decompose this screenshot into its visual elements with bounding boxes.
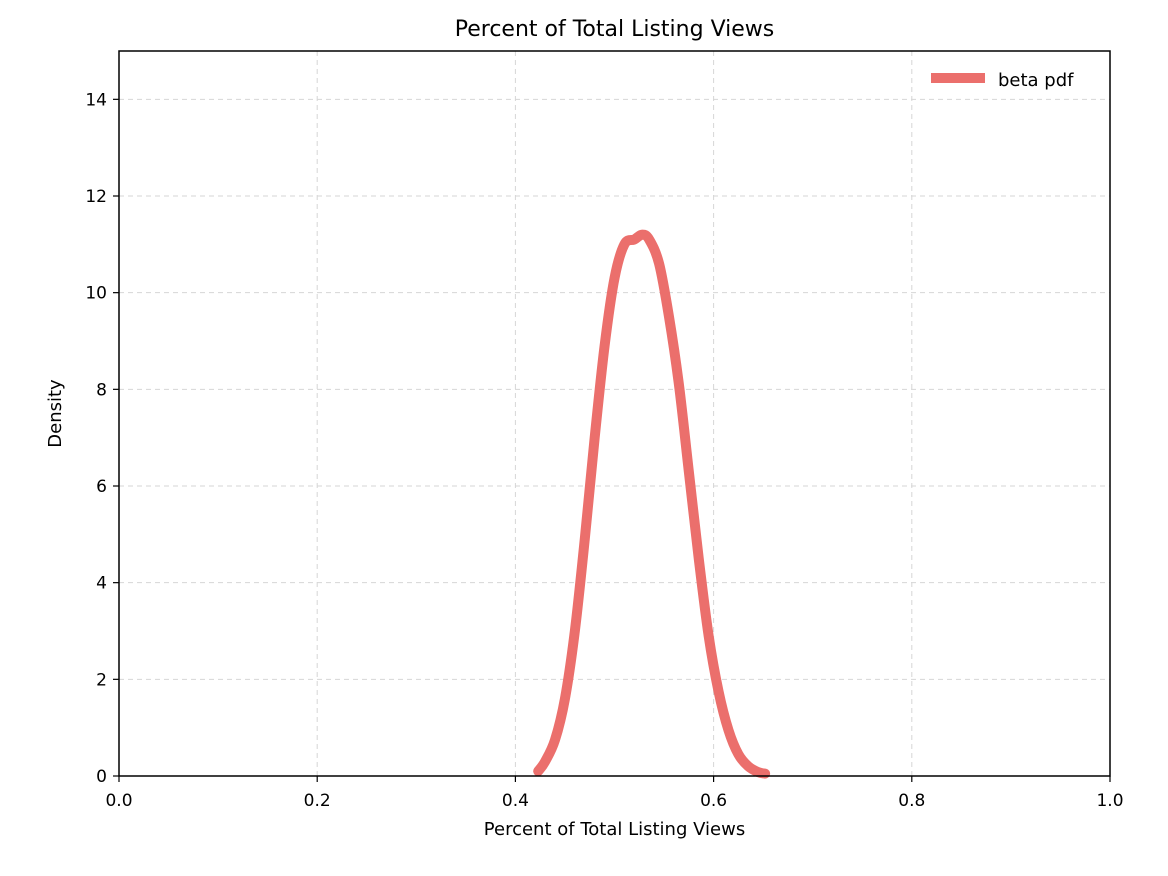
y-axis: 0 2 4 6 8 10 12 14: [85, 90, 119, 787]
chart-title: Percent of Total Listing Views: [455, 17, 774, 42]
y-tick-label: 2: [96, 670, 107, 690]
grid: [118, 51, 1111, 777]
legend: beta pdf: [931, 70, 1074, 91]
y-tick-label: 10: [85, 284, 107, 304]
plot-frame: [118, 50, 1111, 777]
legend-label-beta-pdf: beta pdf: [998, 70, 1074, 91]
x-tick-label: 0.8: [898, 791, 925, 811]
series-line-beta-pdf: [533, 229, 771, 779]
y-tick-label: 12: [85, 187, 107, 207]
x-axis: 0.0 0.2 0.4 0.6 0.8 1.0: [105, 776, 1124, 811]
y-tick-label: 6: [96, 477, 107, 497]
y-axis-label: Density: [45, 379, 66, 448]
series-layer: [533, 229, 771, 779]
x-tick-label: 0.4: [502, 791, 529, 811]
y-tick-label: 4: [96, 574, 107, 594]
y-tick-label: 0: [96, 767, 107, 787]
x-axis-label: Percent of Total Listing Views: [484, 819, 745, 840]
x-tick-label: 0.2: [304, 791, 331, 811]
x-tick-label: 0.6: [700, 791, 727, 811]
x-tick-label: 0.0: [105, 791, 132, 811]
x-tick-label: 1.0: [1096, 791, 1123, 811]
y-tick-label: 8: [96, 380, 107, 400]
y-tick-label: 14: [85, 90, 107, 110]
